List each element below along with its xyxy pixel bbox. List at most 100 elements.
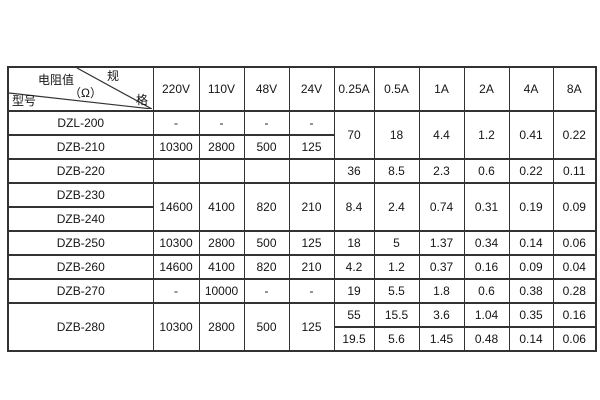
table-row: DZL-200 - - - - 70 18 4.4 1.2 0.41 0.22 [7, 110, 597, 160]
value-cell [152, 158, 200, 184]
value-cell: - [152, 278, 200, 304]
value-cell: 18 [333, 230, 375, 256]
value-cell: 10300 [152, 302, 200, 352]
value-cell: 4.2 [333, 254, 375, 280]
value-cell: 2800 [198, 302, 245, 352]
value-cell: 1.37 [418, 230, 465, 256]
model-cell: DZB-240 [7, 206, 154, 232]
value-cell: 820 [243, 254, 290, 280]
value-cell: 500 [243, 230, 290, 256]
value-cell: 4100 [198, 182, 245, 232]
col-header-05a: 0.5A [373, 66, 420, 112]
value-cell: 2800 [198, 134, 245, 160]
header-row: 规 格 电阻值 （Ω） 型号 220V 110V 48V 24V 0.25A 0… [7, 66, 597, 112]
value-cell: 2.4 [373, 182, 420, 232]
col-header-110v: 110V [198, 66, 245, 112]
col-header-24v: 24V [288, 66, 335, 112]
value-cell: 125 [288, 230, 335, 256]
value-cell: 0.34 [463, 230, 510, 256]
value-cell: 4.4 [418, 110, 465, 160]
col-header-025a: 0.25A [333, 66, 375, 112]
value-cell: 18 [373, 110, 420, 160]
table-row: DZB-210 10300 2800 500 125 [7, 134, 596, 160]
table-row: 19.5 5.6 1.45 0.48 0.14 0.06 [8, 326, 597, 352]
value-cell: 210 [288, 182, 335, 232]
value-cell: 14600 [152, 254, 200, 280]
value-cell: 0.48 [463, 326, 510, 352]
table-row: DZB-280 10300 2800 500 125 55 15.5 3.6 1… [7, 302, 597, 352]
corner-header-cell: 规 格 电阻值 （Ω） 型号 [7, 66, 154, 112]
value-cell: 1.2 [463, 110, 510, 160]
value-cell: 19 [333, 278, 375, 304]
table-row: DZB-270 - 10000 - - 19 5.5 1.8 0.6 0.38 … [7, 278, 597, 304]
value-cell: 15.5 [373, 302, 420, 328]
model-cell: DZB-210 [7, 134, 154, 160]
value-cell: 1.8 [418, 278, 465, 304]
value-cell [243, 158, 290, 184]
value-cell: 10300 [152, 134, 200, 160]
col-header-2a: 2A [463, 66, 510, 112]
col-header-8a: 8A [552, 66, 597, 112]
model-cell: DZB-220 [7, 158, 154, 184]
value-cell: - [288, 110, 335, 136]
spec-label-char2: 格 [136, 93, 149, 107]
value-cell: 0.16 [552, 302, 597, 328]
value-cell: - [288, 278, 335, 304]
value-cell: 0.41 [508, 110, 554, 160]
col-header-48v: 48V [243, 66, 290, 112]
col-header-4a: 4A [508, 66, 554, 112]
value-cell: 10300 [152, 230, 200, 256]
col-header-1a: 1A [418, 66, 465, 112]
value-cell: 1.2 [373, 254, 420, 280]
value-cell: 0.37 [418, 254, 465, 280]
value-cell: 36 [333, 158, 375, 184]
table-row: DZB-230 14600 4100 820 210 8.4 2.4 0.74 … [7, 182, 597, 232]
resistance-unit-label: （Ω） [69, 86, 102, 100]
value-cell: 0.38 [508, 278, 554, 304]
model-cell: DZB-280 [7, 302, 154, 352]
value-cell: 0.31 [463, 182, 510, 232]
value-cell: 5.5 [373, 278, 420, 304]
value-cell: 500 [243, 134, 290, 160]
value-cell: 0.16 [463, 254, 510, 280]
value-cell: 55 [333, 302, 375, 328]
diagonal-header: 规 格 电阻值 （Ω） 型号 [9, 69, 152, 109]
value-cell: 0.6 [463, 158, 510, 184]
value-cell: - [243, 110, 290, 136]
value-cell: 0.06 [552, 230, 597, 256]
model-cell: DZB-270 [7, 278, 154, 304]
value-cell: 500 [243, 302, 290, 352]
value-cell: 0.22 [552, 110, 597, 160]
value-cell: - [243, 278, 290, 304]
value-cell: 10000 [198, 278, 245, 304]
value-cell: 0.28 [552, 278, 597, 304]
value-cell: 0.06 [552, 326, 597, 352]
model-cell: DZB-250 [7, 230, 154, 256]
value-cell: 0.35 [508, 302, 554, 328]
value-cell: 8.4 [333, 182, 375, 232]
value-cell: 0.19 [508, 182, 554, 232]
value-cell: 1.45 [418, 326, 465, 352]
value-cell: 125 [288, 302, 335, 352]
table-row: DZB-240 [7, 206, 596, 232]
value-cell: 8.5 [373, 158, 420, 184]
value-cell: 5.6 [373, 326, 420, 352]
value-cell: 2800 [198, 230, 245, 256]
value-cell: 3.6 [418, 302, 465, 328]
value-cell [288, 158, 335, 184]
value-cell: 5 [373, 230, 420, 256]
value-cell: 2.3 [418, 158, 465, 184]
value-cell: - [198, 110, 245, 136]
value-cell: 14600 [152, 182, 200, 232]
value-cell: 0.14 [508, 230, 554, 256]
table-row: DZB-220 36 8.5 2.3 0.6 0.22 0.11 [7, 158, 597, 184]
table-row: DZB-250 10300 2800 500 125 18 5 1.37 0.3… [7, 230, 597, 256]
model-label: 型号 [12, 94, 37, 108]
value-cell: 19.5 [333, 326, 375, 352]
value-cell: 4100 [198, 254, 245, 280]
value-cell: 125 [288, 134, 335, 160]
value-cell: 0.09 [552, 182, 597, 232]
value-cell: 0.6 [463, 278, 510, 304]
value-cell: 210 [288, 254, 335, 280]
